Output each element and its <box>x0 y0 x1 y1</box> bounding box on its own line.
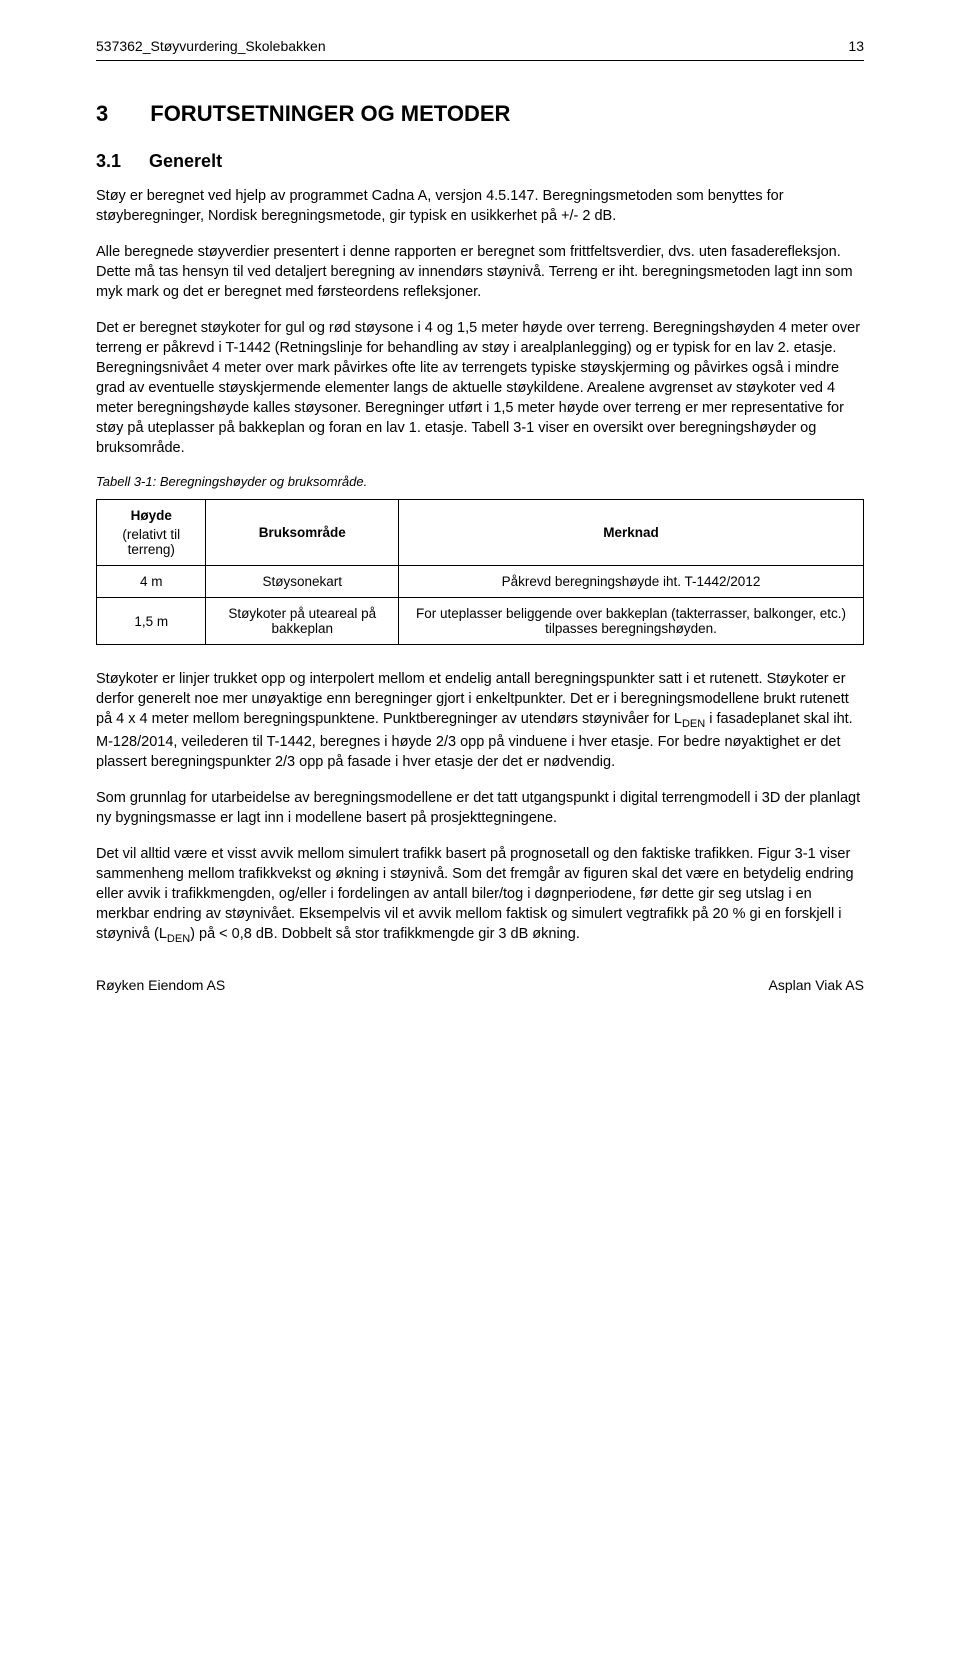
cell-height: 4 m <box>97 566 206 598</box>
h1-title: FORUTSETNINGER OG METODER <box>150 101 510 126</box>
paragraph-3: Det er beregnet støykoter for gul og rød… <box>96 318 864 458</box>
paragraph-4: Støykoter er linjer trukket opp og inter… <box>96 669 864 772</box>
col-header-height: Høyde (relativt til terreng) <box>97 500 206 566</box>
header-divider <box>96 60 864 61</box>
paragraph-5: Som grunnlag for utarbeidelse av beregni… <box>96 788 864 828</box>
table-row: 4 m Støysonekart Påkrevd beregningshøyde… <box>97 566 864 598</box>
footer-right: Asplan Viak AS <box>769 977 864 993</box>
section-heading-2: 3.1 Generelt <box>96 151 864 172</box>
page-number: 13 <box>848 38 864 54</box>
page-header: 537362_Støyvurdering_Skolebakken 13 <box>96 38 864 54</box>
paragraph-1: Støy er beregnet ved hjelp av programmet… <box>96 186 864 226</box>
col1-header-sub: (relativt til terreng) <box>107 527 195 557</box>
cell-height: 1,5 m <box>97 598 206 645</box>
doc-title: 537362_Støyvurdering_Skolebakken <box>96 38 326 54</box>
cell-use: Støysonekart <box>206 566 399 598</box>
cell-note: Påkrevd beregningshøyde iht. T-1442/2012 <box>399 566 864 598</box>
h2-number: 3.1 <box>96 151 121 171</box>
col-header-note: Merknad <box>399 500 864 566</box>
table-header-row: Høyde (relativt til terreng) Bruksområde… <box>97 500 864 566</box>
cell-use: Støykoter på uteareal på bakkeplan <box>206 598 399 645</box>
table-caption: Tabell 3-1: Beregningshøyder og bruksomr… <box>96 474 864 489</box>
col1-header-text: Høyde <box>131 508 172 523</box>
p6-b: ) på < 0,8 dB. Dobbelt så stor trafikkme… <box>190 926 580 942</box>
section-heading-1: 3 FORUTSETNINGER OG METODER <box>96 101 864 127</box>
h1-number: 3 <box>96 101 108 126</box>
paragraph-2: Alle beregnede støyverdier presentert i … <box>96 242 864 302</box>
p4-sub: DEN <box>682 718 705 730</box>
col-header-use: Bruksområde <box>206 500 399 566</box>
table-row: 1,5 m Støykoter på uteareal på bakkeplan… <box>97 598 864 645</box>
calc-heights-table: Høyde (relativt til terreng) Bruksområde… <box>96 499 864 645</box>
paragraph-6: Det vil alltid være et visst avvik mello… <box>96 844 864 947</box>
p6-sub: DEN <box>167 933 190 945</box>
h2-title: Generelt <box>149 151 222 171</box>
cell-note: For uteplasser beliggende over bakkeplan… <box>399 598 864 645</box>
footer-left: Røyken Eiendom AS <box>96 977 225 993</box>
page-footer: Røyken Eiendom AS Asplan Viak AS <box>96 977 864 993</box>
